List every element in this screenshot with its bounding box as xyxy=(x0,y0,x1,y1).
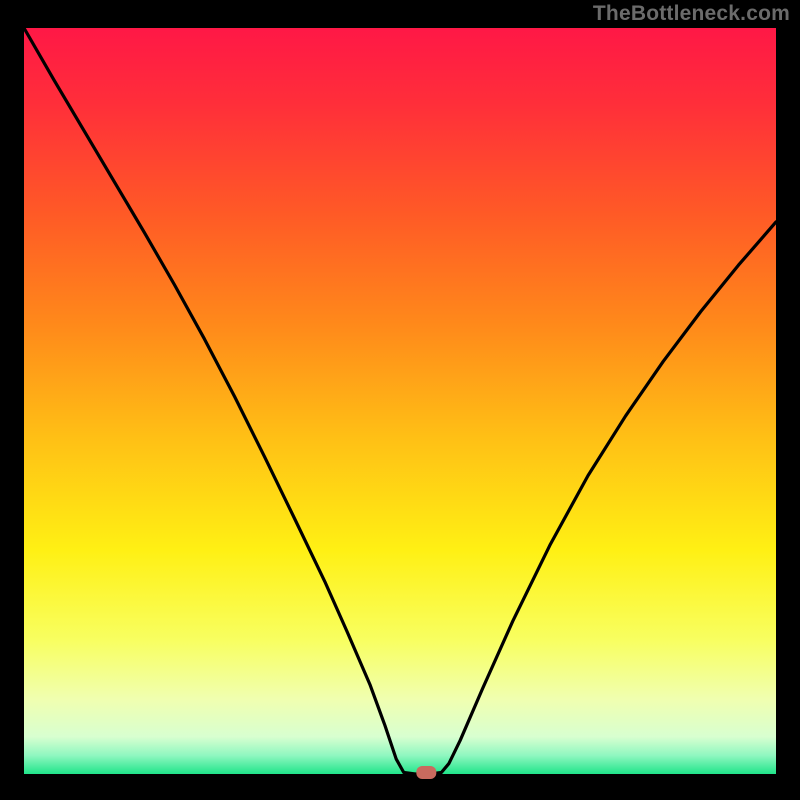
optimal-point-marker xyxy=(416,766,436,779)
bottleneck-chart xyxy=(0,0,800,800)
chart-stage: TheBottleneck.com xyxy=(0,0,800,800)
watermark-text: TheBottleneck.com xyxy=(593,2,790,26)
plot-background xyxy=(24,28,776,774)
